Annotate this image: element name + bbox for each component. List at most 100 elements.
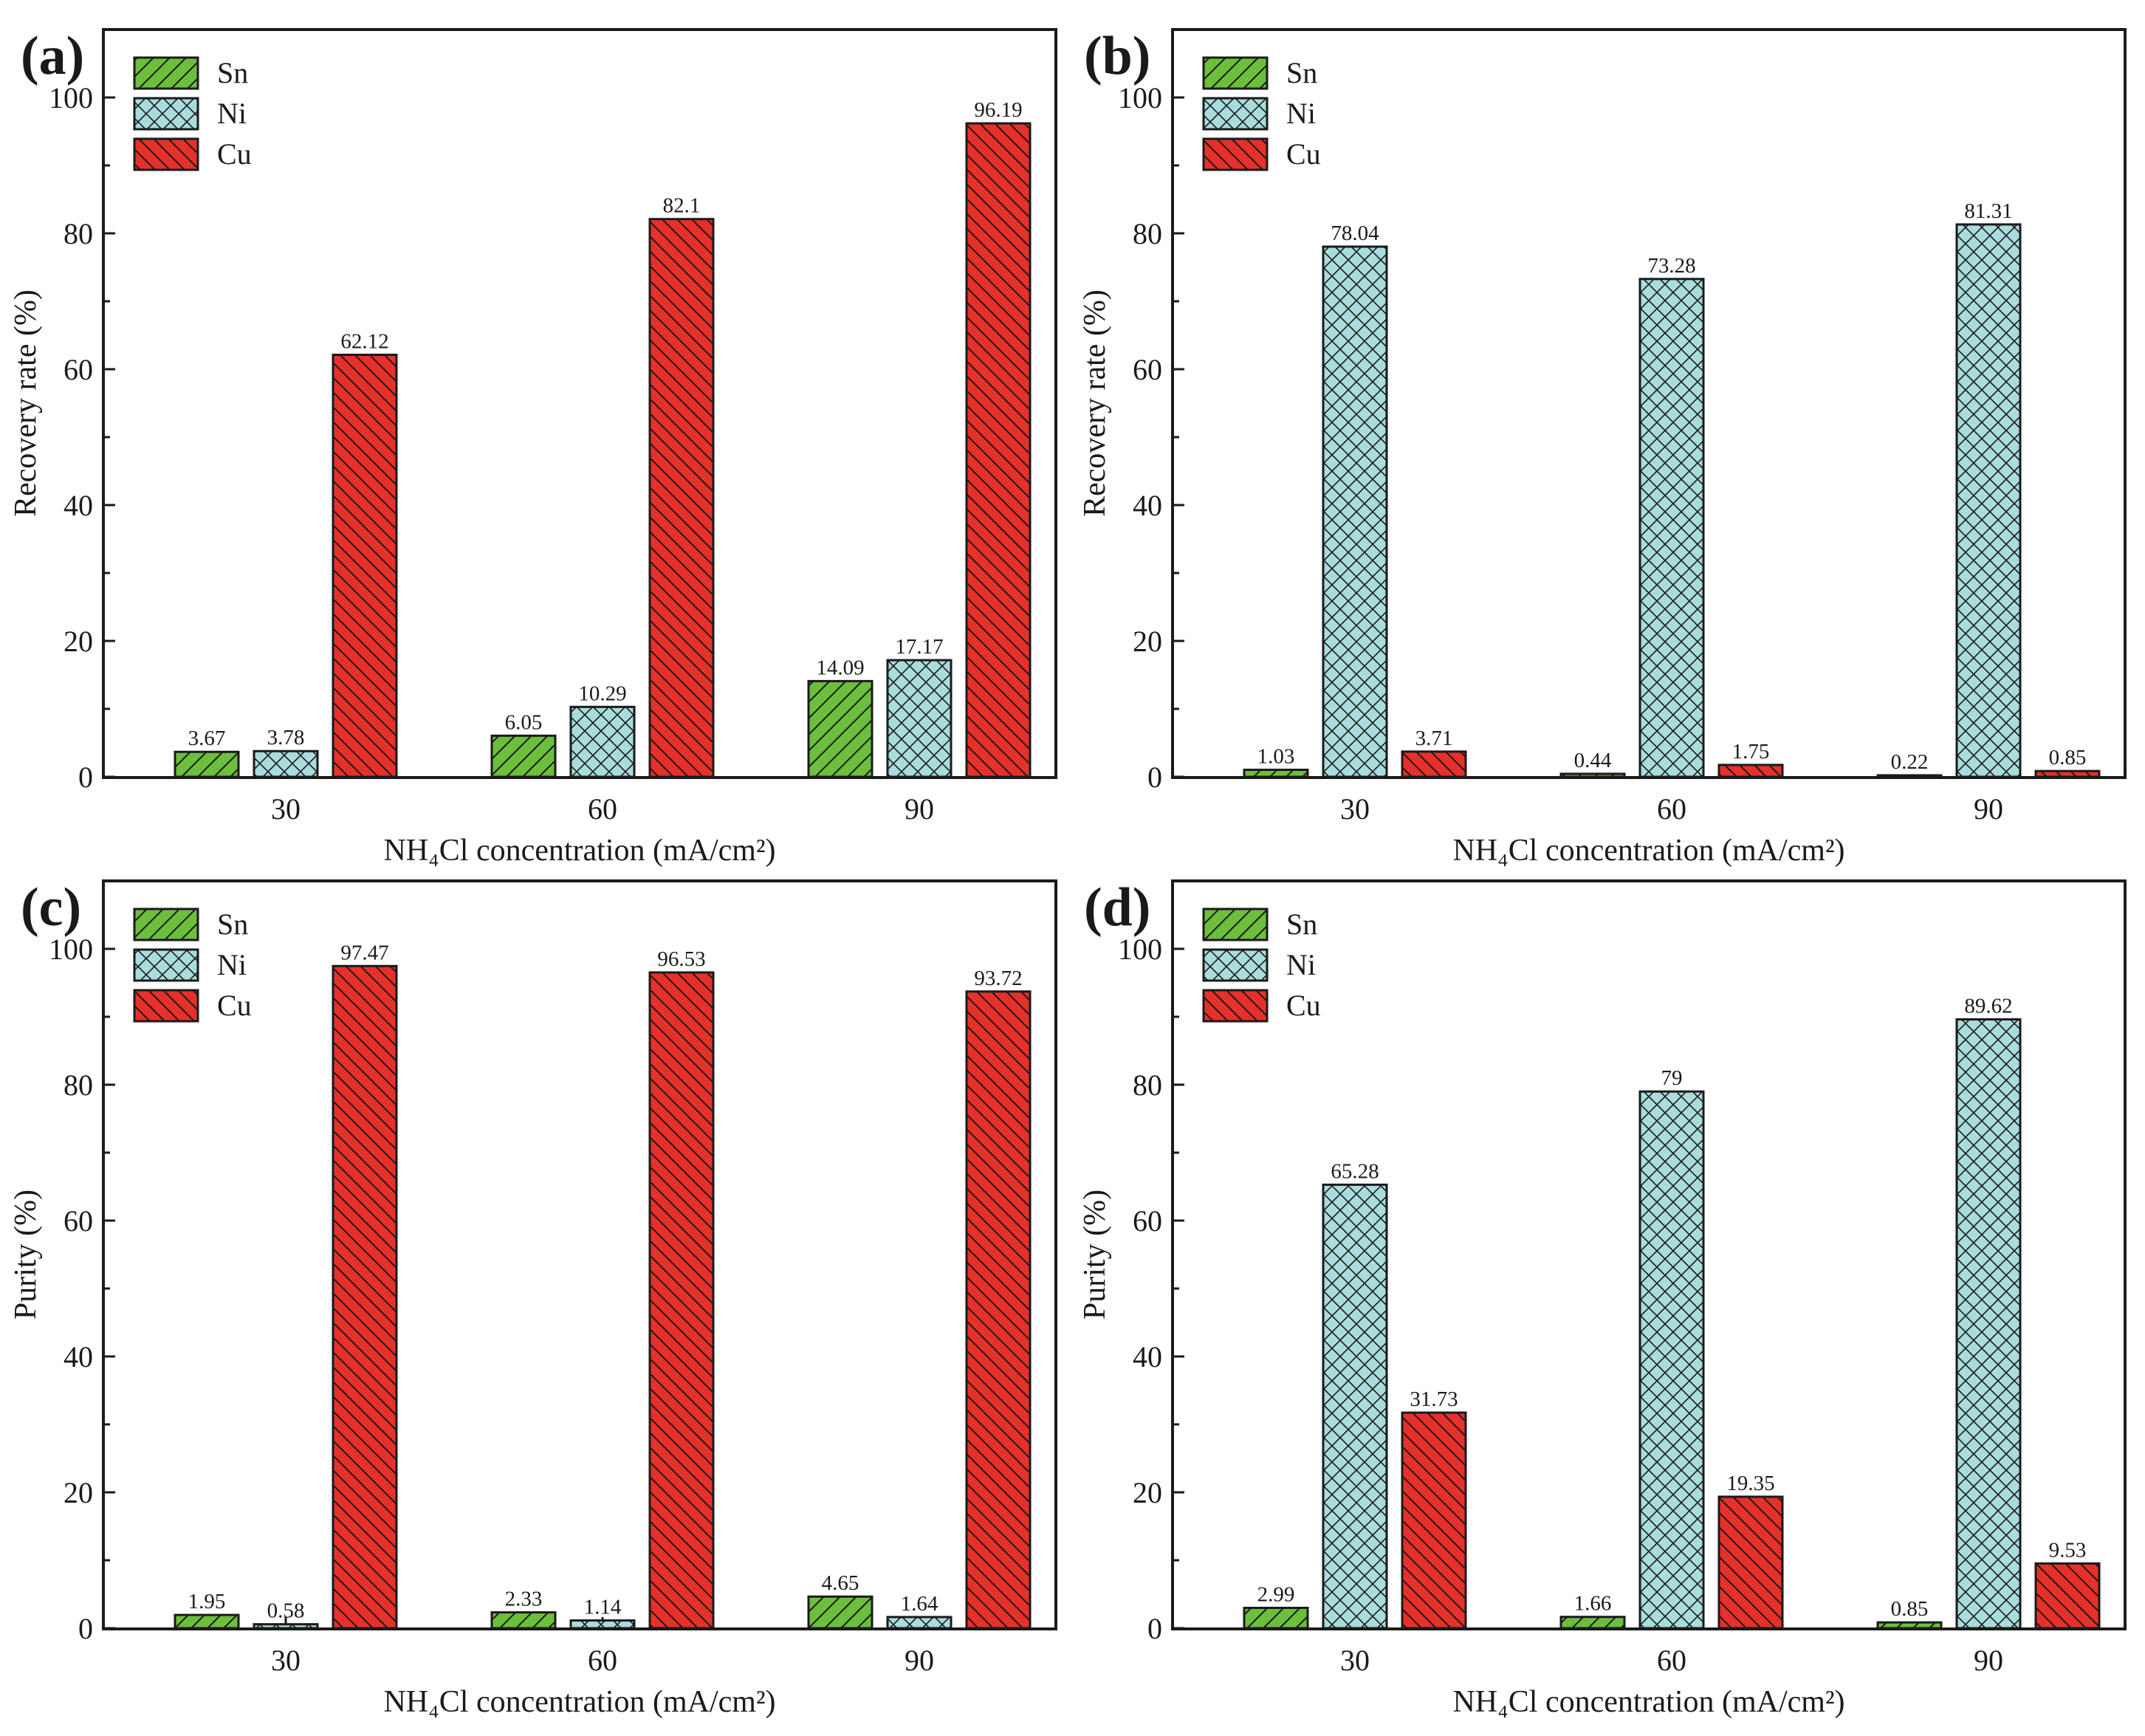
data-label: 1.66 (1574, 1592, 1612, 1616)
bar-cu-90 (965, 990, 1032, 1630)
data-label: 1.75 (1732, 740, 1770, 764)
bar-cu-30 (332, 964, 398, 1630)
legend: Sn Ni Cu (133, 56, 252, 171)
legend-swatch-cu (1202, 137, 1269, 171)
y-tick-label: 0 (1147, 1612, 1162, 1645)
data-label: 6.05 (505, 710, 543, 734)
bar-sn-90 (1876, 774, 1943, 778)
data-label: 89.62 (1964, 994, 2012, 1018)
bar-cu-60 (648, 971, 715, 1630)
legend-label-sn: Sn (217, 908, 248, 941)
y-tick-label: 100 (1118, 81, 1162, 114)
data-label: 2.99 (1257, 1582, 1295, 1606)
y-tick-label: 0 (78, 761, 93, 794)
legend-swatch-ni (1202, 948, 1269, 982)
bars: 1.95 0.58 97.47 2.33 1.14 96.53 4.65 1.64 93.72 (174, 941, 1032, 1630)
x-tick-label: 90 (1974, 1644, 2003, 1677)
y-tick-label: 80 (64, 217, 93, 250)
bar-sn-30 (174, 1613, 240, 1630)
panel-c: (c) Sn Ni Cu 0 20 40 60 80 100 30 60 90 1.95 0.58 9… (9, 877, 1057, 1719)
data-label: 14.09 (816, 656, 864, 679)
data-label: 0.58 (267, 1599, 305, 1623)
x-tick-label: 30 (1340, 1644, 1370, 1677)
x-axis-title: NH₄Cl concentration (mA/cm²) (383, 1685, 775, 1719)
x-axis-title: NH₄Cl concentration (mA/cm²) (1452, 834, 1844, 868)
data-label: 2.33 (505, 1588, 543, 1611)
y-tick-label: 80 (1133, 1068, 1162, 1102)
y-axis: 0 20 40 60 80 100 (49, 81, 115, 794)
y-tick-label: 20 (64, 1476, 93, 1509)
bar-ni-60 (1638, 278, 1705, 778)
bar-cu-60 (1717, 1495, 1784, 1630)
x-tick-label: 30 (271, 1644, 301, 1677)
data-label: 0.85 (2049, 746, 2087, 769)
y-tick-label: 100 (49, 81, 93, 114)
bar-sn-60 (1559, 1616, 1626, 1630)
legend: Sn Ni Cu (1202, 56, 1321, 171)
legend-label-sn: Sn (217, 56, 248, 89)
x-tick-label: 30 (1340, 792, 1370, 826)
data-label: 0.44 (1574, 749, 1612, 772)
bar-cu-30 (1401, 1411, 1467, 1630)
y-tick-label: 20 (64, 625, 93, 658)
data-label: 65.28 (1331, 1159, 1379, 1183)
y-axis: 0 20 40 60 80 100 (49, 933, 115, 1645)
bar-ni-90 (1955, 223, 2022, 778)
data-label: 82.1 (663, 194, 701, 218)
bars: 3.67 3.78 62.12 6.05 10.29 82.1 14.09 17.17 96.1… (174, 98, 1032, 778)
data-label: 0.85 (1891, 1597, 1929, 1621)
legend-swatch-sn (133, 908, 199, 941)
data-label: 3.78 (267, 726, 305, 749)
y-tick-label: 0 (78, 1612, 93, 1645)
y-axis: 0 20 40 60 80 100 (1118, 81, 1184, 794)
x-tick-label: 60 (1657, 792, 1686, 826)
panel-label: (a) (21, 26, 84, 86)
bar-ni-90 (886, 1616, 953, 1630)
data-label: 93.72 (974, 967, 1022, 990)
data-label: 1.95 (188, 1590, 226, 1613)
panel-label: (b) (1084, 26, 1150, 86)
legend-swatch-cu (133, 989, 199, 1023)
bar-sn-90 (1876, 1621, 1943, 1630)
legend-label-cu: Cu (217, 137, 252, 171)
x-tick-label: 30 (271, 792, 301, 826)
legend: Sn Ni Cu (133, 908, 252, 1023)
bar-cu-30 (332, 353, 398, 778)
bar-sn-60 (490, 734, 557, 778)
legend-swatch-sn (1202, 56, 1269, 90)
bar-cu-60 (1717, 764, 1784, 778)
bar-sn-30 (1243, 769, 1309, 778)
bar-cu-30 (1401, 750, 1467, 778)
data-label: 4.65 (822, 1571, 859, 1595)
bar-ni-60 (569, 705, 636, 778)
data-label: 73.28 (1647, 254, 1695, 278)
data-label: 81.31 (1964, 199, 2012, 223)
data-label: 96.53 (657, 947, 705, 971)
y-tick-label: 20 (1133, 625, 1162, 658)
y-tick-label: 40 (1133, 489, 1162, 522)
data-label: 62.12 (340, 329, 388, 353)
y-axis-title: Purity (%) (9, 1190, 43, 1320)
y-tick-label: 100 (49, 933, 93, 966)
bar-ni-90 (886, 659, 953, 778)
data-label: 1.14 (584, 1596, 622, 1619)
y-tick-label: 60 (64, 353, 93, 386)
legend: Sn Ni Cu (1202, 908, 1321, 1023)
legend-swatch-cu (133, 137, 199, 171)
data-label: 97.47 (340, 941, 388, 964)
x-axis: 30 60 90 (1340, 766, 2003, 826)
legend-label-ni: Ni (217, 97, 247, 130)
bar-cu-90 (2034, 769, 2101, 778)
bar-sn-30 (1243, 1606, 1309, 1630)
y-tick-label: 0 (1147, 761, 1162, 794)
bars: 2.99 65.28 31.73 1.66 79 19.35 0.85 89.62 9.53 (1243, 994, 2101, 1630)
y-tick-label: 100 (1118, 933, 1162, 966)
y-axis-title: Purity (%) (1078, 1190, 1112, 1320)
bar-ni-30 (1322, 245, 1388, 778)
y-tick-label: 40 (64, 489, 93, 522)
data-label: 19.35 (1726, 1472, 1774, 1495)
data-label: 31.73 (1410, 1387, 1458, 1411)
x-tick-label: 90 (1974, 792, 2003, 826)
panel-b: (b) Sn Ni Cu 0 20 40 60 80 100 30 60 90 1.03 78.04… (1078, 26, 2127, 868)
bar-sn-30 (174, 750, 240, 778)
